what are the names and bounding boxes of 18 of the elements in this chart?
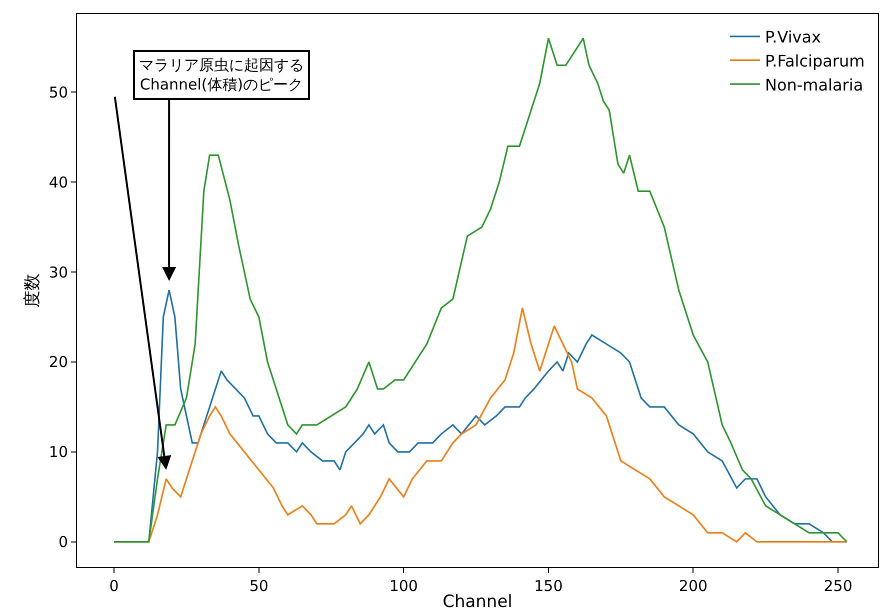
x-tick-label: 50 (249, 577, 268, 595)
x-tick-label: 100 (389, 577, 418, 595)
legend-label: Non-malaria (764, 75, 864, 94)
x-tick-label: 250 (824, 577, 852, 595)
y-tick-label: 30 (48, 263, 68, 282)
y-axis-title: 度数 (22, 274, 42, 308)
y-tick-label: 50 (48, 83, 68, 102)
x-tick-label: 0 (109, 577, 119, 595)
y-tick-label: 40 (48, 173, 68, 192)
annotation: マラリア原虫に起因する Channel(体積)のピーク (139, 56, 304, 94)
y-tick-label: 10 (48, 443, 68, 462)
y-tick-label: 0 (58, 533, 68, 552)
x-axis-title: Channel (442, 592, 512, 612)
x-tick-label: 200 (678, 577, 708, 595)
legend-label: P.Vivax (764, 28, 822, 47)
legend-label: P.Falciparum (764, 51, 865, 70)
x-tick-label: 150 (534, 577, 563, 595)
y-tick-label: 20 (48, 353, 68, 372)
